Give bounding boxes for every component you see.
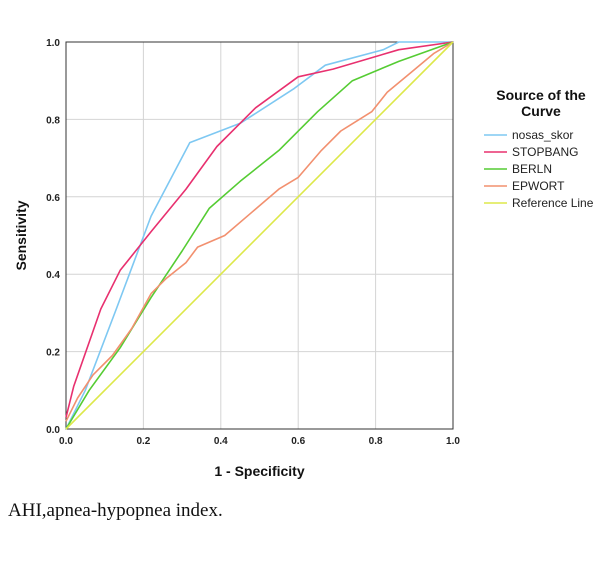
y-axis-title: Sensitivity [13, 200, 29, 270]
series-layer [65, 41, 454, 430]
plot-frame [65, 41, 454, 430]
legend-label: Reference Line [512, 196, 594, 210]
series-line-reference-line [65, 41, 454, 430]
legend-title: Curve [521, 103, 561, 119]
y-tick-label: 1.0 [46, 38, 60, 49]
y-tick-label: 0.0 [46, 425, 60, 436]
tick-labels: 0.0 0.2 0.4 0.6 0.8 1.0 0.0 0.2 0.4 0.6 0.8 1.0 [46, 38, 460, 447]
series-line-stopbang [65, 41, 454, 418]
x-axis-title: 1 - Specificity [214, 463, 304, 479]
y-tick-label: 0.8 [46, 115, 60, 126]
series-line-epwort [65, 41, 454, 422]
legend-title: Source of the [496, 87, 586, 103]
figure-caption: AHI,apnea-hypopnea index. [8, 500, 223, 521]
y-tick-label: 0.2 [46, 348, 60, 359]
x-tick-label: 0.8 [369, 436, 383, 447]
roc-chart: 0.0 0.2 0.4 0.6 0.8 1.0 0.0 0.2 0.4 0.6 0.8 1.0 1 -… [13, 38, 594, 479]
legend-label: BERLN [512, 162, 552, 176]
x-tick-label: 0.6 [291, 436, 305, 447]
legend-label: EPWORT [512, 179, 565, 193]
x-tick-label: 1.0 [446, 436, 460, 447]
x-tick-label: 0.0 [59, 436, 73, 447]
x-tick-label: 0.2 [136, 436, 150, 447]
series-line-berln [65, 41, 454, 430]
y-tick-label: 0.6 [46, 193, 60, 204]
legend-label: STOPBANG [512, 145, 578, 159]
y-tick-label: 0.4 [46, 270, 60, 281]
x-tick-label: 0.4 [214, 436, 228, 447]
legend-label: nosas_skor [512, 128, 573, 142]
